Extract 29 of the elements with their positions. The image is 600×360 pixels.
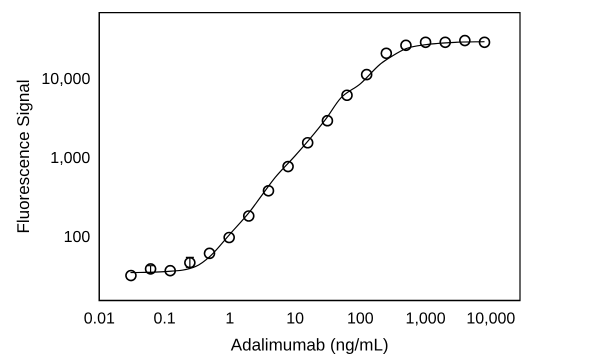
point	[223, 232, 235, 244]
y-tick-label: 100	[64, 228, 90, 246]
x-axis-title: Adalimumab (ng/mL)	[230, 335, 389, 354]
y-axis-title: Fluorescence Signal	[14, 79, 33, 234]
point	[341, 89, 353, 102]
x-tick-label: 1	[225, 310, 234, 328]
point	[459, 34, 471, 46]
point	[302, 136, 314, 149]
x-tick-label: 0.01	[84, 310, 116, 328]
point	[282, 160, 294, 172]
x-tick-label: 1,000	[406, 310, 446, 328]
x-tick-label: 10,000	[466, 310, 516, 328]
y-tick-label: 10,000	[41, 70, 90, 88]
y-tick-label: 1,000	[50, 150, 90, 167]
point	[380, 47, 392, 60]
x-tick-label: 10	[286, 310, 304, 328]
point	[420, 36, 432, 48]
point	[360, 68, 372, 80]
point	[164, 264, 176, 277]
point	[262, 184, 274, 197]
point	[439, 36, 452, 48]
point	[204, 248, 216, 260]
x-tick-label: 0.1	[153, 310, 176, 328]
point	[125, 270, 137, 282]
x-tick-label: 100	[346, 310, 374, 328]
point	[400, 40, 412, 52]
point	[478, 36, 490, 48]
point	[322, 114, 334, 127]
point	[242, 210, 255, 222]
